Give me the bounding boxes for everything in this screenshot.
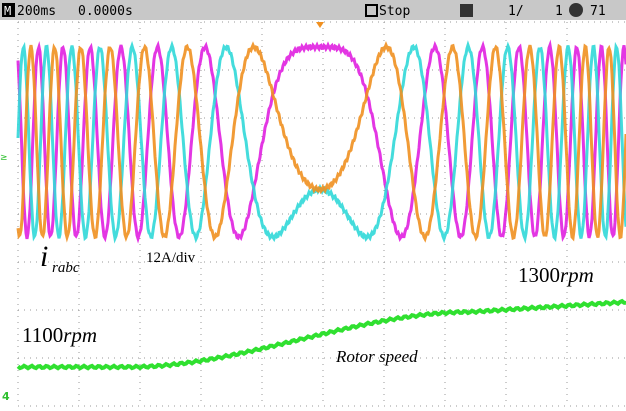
scale: 12A/div: [146, 250, 196, 266]
scope-screen: M 200ms 0.0000s Stop 1/ 1 71 ≥ 4 i rabc …: [0, 0, 626, 411]
speed-label: Rotor speed: [335, 347, 418, 366]
status: Stop: [379, 4, 410, 19]
timebase: 200ms: [17, 4, 56, 19]
save-icon: [460, 4, 473, 17]
count: 1: [555, 4, 563, 19]
position: 0.0000s: [78, 4, 133, 19]
value: 71: [590, 4, 606, 19]
page: M 200ms 0.0000s Stop 1/ 1 71 ≥ 4 i rabc …: [0, 0, 626, 411]
channel-label: 4: [2, 390, 10, 403]
speed-high: 1300rpm: [518, 263, 594, 287]
page: 1/: [508, 4, 524, 19]
mode-letter: M: [4, 4, 11, 18]
current-symbol: i: [40, 240, 48, 273]
gear-icon: [569, 3, 583, 17]
channel-marker: ≥: [0, 153, 8, 163]
current-subscript: rabc: [52, 260, 80, 276]
speed-low: 1100rpm: [22, 323, 97, 347]
